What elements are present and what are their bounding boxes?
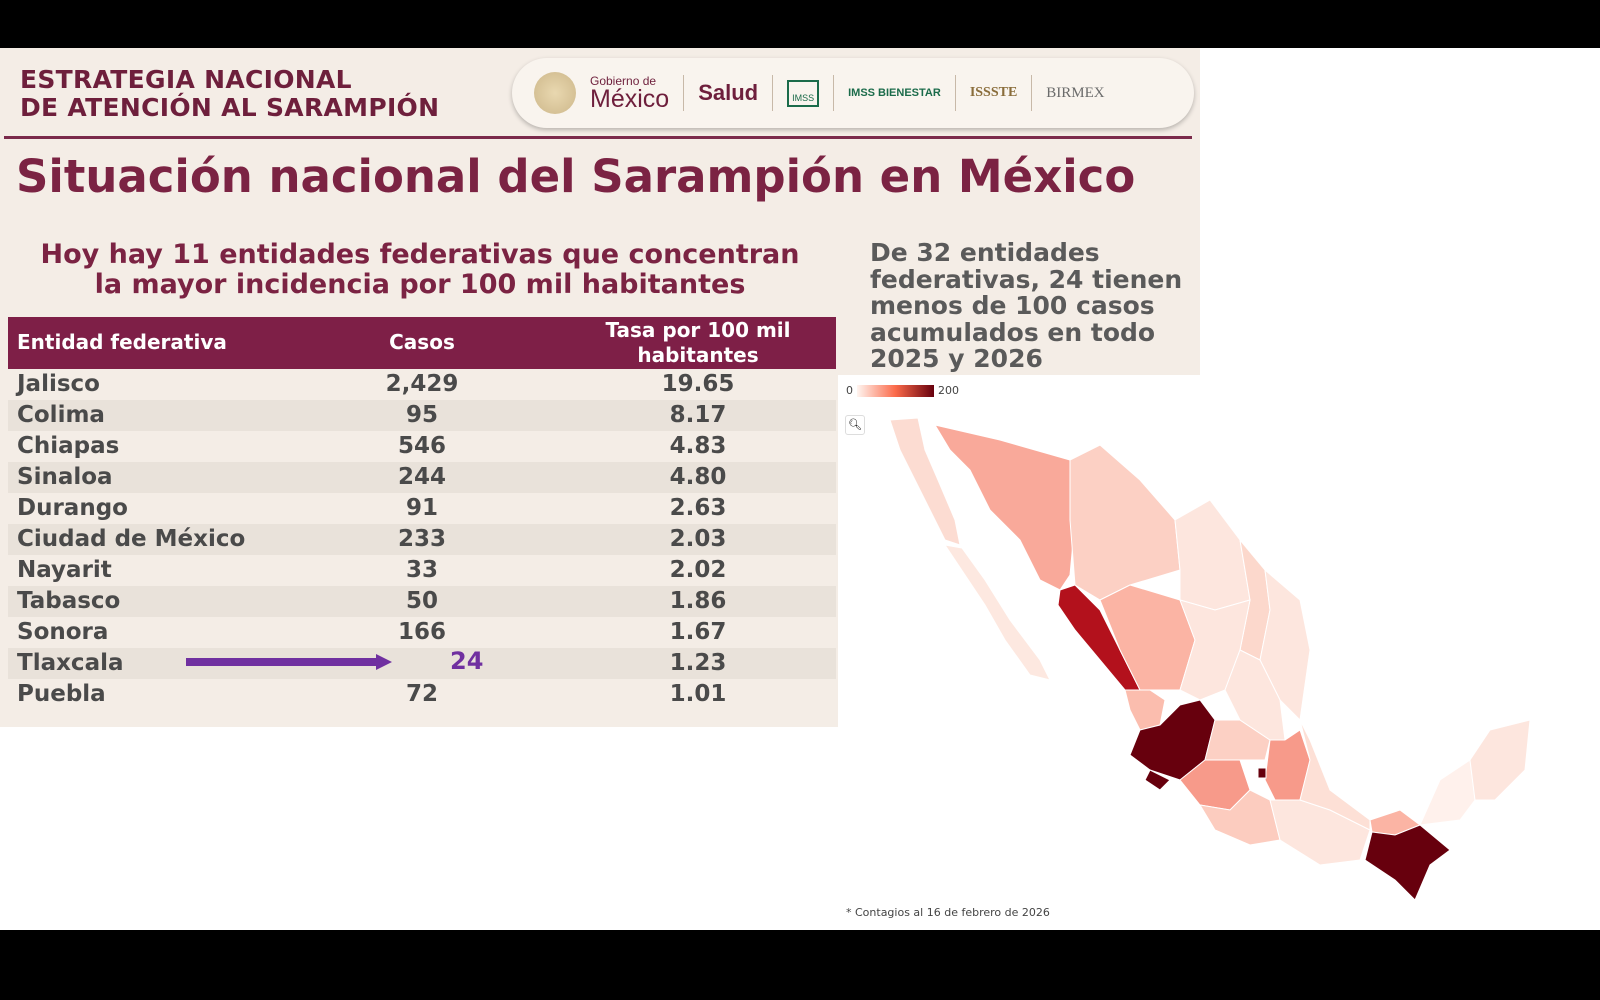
header-entidad: Entidad federativa [17, 330, 227, 354]
cell-entidad: Colima [17, 402, 105, 428]
cell-casos: 546 [397, 433, 446, 459]
mexico-choropleth-map[interactable] [860, 405, 1560, 905]
table-row: Tabasco 50 1.86 [8, 586, 836, 617]
cell-tasa: 2.63 [669, 495, 727, 521]
cell-tasa: 2.02 [669, 557, 727, 583]
map-footnote: * Contagios al 16 de febrero de 2026 [846, 906, 1050, 919]
table-header: Entidad federativa Casos Tasa por 100 mi… [8, 317, 836, 369]
table-row: Jalisco 2,429 19.65 [8, 369, 836, 400]
cell-entidad: Jalisco [17, 371, 100, 397]
legend-max: 200 [938, 384, 959, 397]
state-yucatan-qroo [1469, 719, 1531, 801]
map-legend: 0 200 [846, 384, 959, 397]
cell-tasa: 8.17 [669, 402, 727, 428]
cell-tasa: 1.67 [669, 619, 727, 645]
legend-gradient [857, 384, 934, 397]
cell-tasa: 4.83 [669, 433, 727, 459]
header-divider [4, 136, 1192, 139]
cell-entidad: Ciudad de México [17, 526, 246, 552]
cell-entidad: Nayarit [17, 557, 112, 583]
cell-casos: 33 [405, 557, 438, 583]
campaign-title-line1: ESTRATEGIA NACIONAL [20, 65, 352, 94]
cell-entidad: Durango [17, 495, 128, 521]
logo-strip: Gobierno de México Salud IMSS IMSS BIENES… [512, 58, 1194, 128]
cell-entidad: Sonora [17, 619, 109, 645]
table-row: Tlaxcala 1.23 [8, 648, 836, 679]
state-colima [1144, 769, 1171, 791]
table-row: Nayarit 33 2.02 [8, 555, 836, 586]
state-nayarit [1124, 689, 1166, 731]
table-row: Colima 95 8.17 [8, 400, 836, 431]
page-title: Situación nacional del Sarampión en Méxi… [16, 150, 1136, 203]
cell-tasa: 1.01 [669, 681, 727, 707]
birmex-logo: BIRMEX [1046, 84, 1105, 101]
cell-casos: 244 [397, 464, 446, 490]
tlaxcala-cases-annotation: 24 [450, 647, 484, 675]
cell-casos: 91 [405, 495, 438, 521]
state-chihuahua [1069, 444, 1181, 601]
table-row: Durango 91 2.63 [8, 493, 836, 524]
state-veracruz [1299, 719, 1371, 831]
salud-logo: Salud [698, 80, 759, 105]
issste-logo: ISSSTE [969, 85, 1018, 100]
state-sonora [933, 424, 1076, 591]
top-black-bar [0, 0, 1600, 48]
campaign-title: ESTRATEGIA NACIONAL DE ATENCIÓN AL SARAM… [20, 66, 439, 122]
header-casos: Casos [389, 330, 455, 354]
gobierno-logo: Gobierno de México [590, 73, 670, 113]
cell-tasa: 2.03 [669, 526, 727, 552]
cell-casos: 233 [397, 526, 446, 552]
state-coahuila [1174, 499, 1251, 611]
cell-casos: 95 [405, 402, 438, 428]
cell-tasa: 19.65 [661, 371, 735, 397]
table-row: Chiapas 546 4.83 [8, 431, 836, 462]
bottom-black-bar [0, 930, 1600, 1000]
header-tasa: Tasa por 100 mil habitantes [605, 318, 791, 367]
table-row: Sinaloa 244 4.80 [8, 462, 836, 493]
table-row: Puebla 72 1.01 [8, 679, 836, 710]
state-baja-california [889, 417, 961, 546]
arrow-annotation-icon [186, 654, 392, 670]
legend-min: 0 [846, 384, 853, 397]
search-icon: 🔍︎ [848, 418, 862, 431]
cell-casos: 72 [405, 681, 438, 707]
cell-entidad: Tabasco [17, 588, 121, 614]
national-seal-icon [534, 72, 576, 114]
table-row: Ciudad de México 233 2.03 [8, 524, 836, 555]
campaign-title-line2: DE ATENCIÓN AL SARAMPIÓN [20, 93, 440, 122]
cell-entidad: Chiapas [17, 433, 120, 459]
state-campeche [1419, 759, 1476, 826]
cell-tasa: 1.86 [669, 588, 727, 614]
imss-logo: IMSS [787, 79, 820, 107]
cell-tasa: 4.80 [669, 464, 727, 490]
side-note: De 32 entidades federativas, 24 tienen m… [870, 238, 1183, 373]
cell-tasa: 1.23 [669, 650, 727, 676]
state-chiapas [1364, 824, 1451, 901]
state-san-luis-potosi [1224, 649, 1286, 741]
cell-casos: 166 [397, 619, 446, 645]
table-row: Sonora 166 1.67 [8, 617, 836, 648]
state-cdmx [1257, 767, 1267, 779]
table-subtitle: Hoy hay 11 entidades federativas que con… [40, 239, 800, 300]
cell-entidad: Puebla [17, 681, 106, 707]
cell-casos: 50 [405, 588, 438, 614]
cell-entidad: Tlaxcala [17, 650, 124, 676]
cell-casos: 2,429 [385, 371, 459, 397]
state-bcs [943, 544, 1051, 681]
map-zoom-button[interactable]: 🔍︎ [845, 415, 865, 435]
imss-bienestar-logo: IMSS BIENESTAR [848, 86, 941, 99]
state-tamaulipas [1259, 568, 1311, 722]
cell-entidad: Sinaloa [17, 464, 113, 490]
